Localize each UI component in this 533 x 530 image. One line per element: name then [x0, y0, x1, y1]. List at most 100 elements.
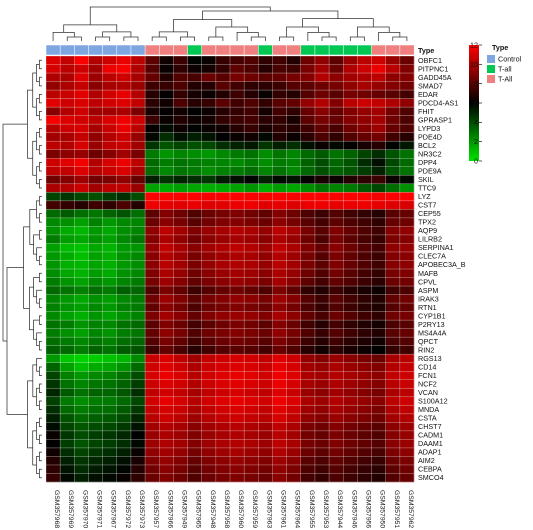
- heatmap-cell: [300, 209, 316, 219]
- heatmap-cell: [357, 456, 372, 466]
- heatmap-cell: [329, 286, 344, 295]
- heatmap-cell: [300, 166, 316, 176]
- heatmap-cell: [159, 56, 174, 65]
- heatmap-cell: [88, 158, 103, 168]
- heatmap-cell: [102, 439, 118, 449]
- heatmap-cell: [230, 141, 245, 150]
- heatmap-cell: [145, 286, 160, 295]
- heatmap-cell: [329, 328, 344, 338]
- row-dendrogram-branch: [32, 72, 37, 108]
- heatmap-cell: [46, 362, 61, 372]
- heatmap-cell: [215, 456, 231, 466]
- row-dendrogram-branch: [39, 366, 42, 376]
- heatmap-cell: [286, 473, 302, 483]
- gene-label: CPVL: [418, 277, 437, 286]
- heatmap-cell: [371, 354, 386, 363]
- heatmap-cell: [46, 388, 61, 398]
- heatmap-cell: [357, 98, 372, 108]
- heatmap-cell: [244, 413, 259, 423]
- heatmap-cell: [357, 286, 372, 295]
- heatmap-cell: [329, 98, 344, 108]
- heatmap-cell: [300, 320, 316, 329]
- heatmap-cell: [343, 243, 358, 253]
- sample-label: GSM357973: [138, 490, 145, 528]
- heatmap-cell: [286, 56, 302, 65]
- heatmap-cell: [343, 81, 358, 91]
- heatmap-cell: [173, 439, 188, 449]
- heatmap-cell: [88, 464, 103, 474]
- heatmap-cell: [88, 320, 103, 329]
- heatmap-cell: [357, 141, 372, 150]
- heatmap-cell: [215, 64, 231, 74]
- column-dendrogram: [52, 6, 408, 41]
- gene-label: DAAM1: [418, 439, 443, 448]
- heatmap-cell: [230, 98, 245, 108]
- sample-type-cell: [229, 44, 245, 56]
- column-dendrogram-root: [89, 6, 271, 25]
- heatmap-cell: [258, 98, 273, 108]
- row-dendrogram-branch: [29, 286, 34, 331]
- heatmap-cell: [187, 98, 202, 108]
- heatmap-cell: [272, 345, 287, 355]
- heatmap-cell: [343, 64, 358, 74]
- heatmap-cell: [314, 413, 330, 423]
- heatmap-cell: [187, 294, 202, 304]
- heatmap-cell: [399, 73, 415, 82]
- heatmap-cell: [88, 405, 103, 415]
- heatmap-cell: [399, 90, 415, 99]
- heatmap-cell: [399, 226, 415, 236]
- gene-label: CEBPA: [418, 465, 442, 474]
- heatmap-cell: [145, 269, 160, 278]
- heatmap-cell: [244, 328, 259, 338]
- heatmap-cell: [215, 107, 231, 116]
- heatmap-cell: [60, 320, 75, 329]
- heatmap-cell: [300, 311, 316, 321]
- heatmap-cell: [272, 217, 287, 227]
- heatmap-cell: [314, 328, 330, 338]
- sample-labels: GSM357968 GSM357969 GSM357970 GSM357971 GSM3…: [53, 490, 414, 528]
- heatmap-cell: [74, 124, 89, 133]
- heatmap-cell: [201, 132, 217, 142]
- heatmap-cell: [74, 456, 89, 466]
- heatmap-cell: [300, 192, 316, 202]
- gene-label: RGS13: [418, 354, 442, 363]
- heatmap-cell: [159, 303, 174, 312]
- heatmap-cell: [102, 379, 118, 389]
- heatmap-cell: [300, 149, 316, 159]
- heatmap-cell: [145, 328, 160, 338]
- heatmap-cell: [187, 141, 202, 150]
- heatmap-cell: [244, 149, 259, 159]
- row-dendrogram-branch: [39, 93, 42, 104]
- heatmap-cell: [272, 183, 287, 193]
- heatmap-cell: [230, 269, 245, 278]
- heatmap-cell: [300, 158, 316, 168]
- heatmap-cell: [272, 269, 287, 278]
- heatmap-cell: [187, 405, 202, 415]
- heatmap-cell: [60, 464, 75, 474]
- row-dendrogram-branch: [39, 383, 42, 393]
- heatmap-cell: [314, 149, 330, 159]
- heatmap-cell: [329, 251, 344, 261]
- heatmap-cell: [159, 320, 174, 329]
- row-dendrogram-branch: [39, 451, 42, 462]
- heatmap-cell: [286, 183, 302, 193]
- heatmap-cell: [116, 98, 132, 108]
- heatmap-cell: [116, 158, 132, 168]
- heatmap-cell: [272, 73, 287, 82]
- heatmap-cell: [60, 396, 75, 406]
- heatmap-cell: [314, 337, 330, 346]
- heatmap-cell: [173, 64, 188, 74]
- heatmap-cell: [145, 320, 160, 329]
- heatmap-cell: [385, 277, 401, 287]
- heatmap-cell: [60, 56, 75, 65]
- heatmap-cell: [187, 192, 202, 202]
- heatmap-cell: [385, 217, 401, 227]
- heatmap-cell: [74, 107, 89, 116]
- heatmap-cell: [343, 320, 358, 329]
- heatmap-cell: [88, 362, 103, 372]
- heatmap-cell: [159, 90, 174, 99]
- heatmap-cell: [343, 354, 358, 363]
- heatmap-cell: [102, 456, 118, 466]
- sample-label: GSM357971: [96, 490, 103, 528]
- heatmap-cell: [399, 217, 415, 227]
